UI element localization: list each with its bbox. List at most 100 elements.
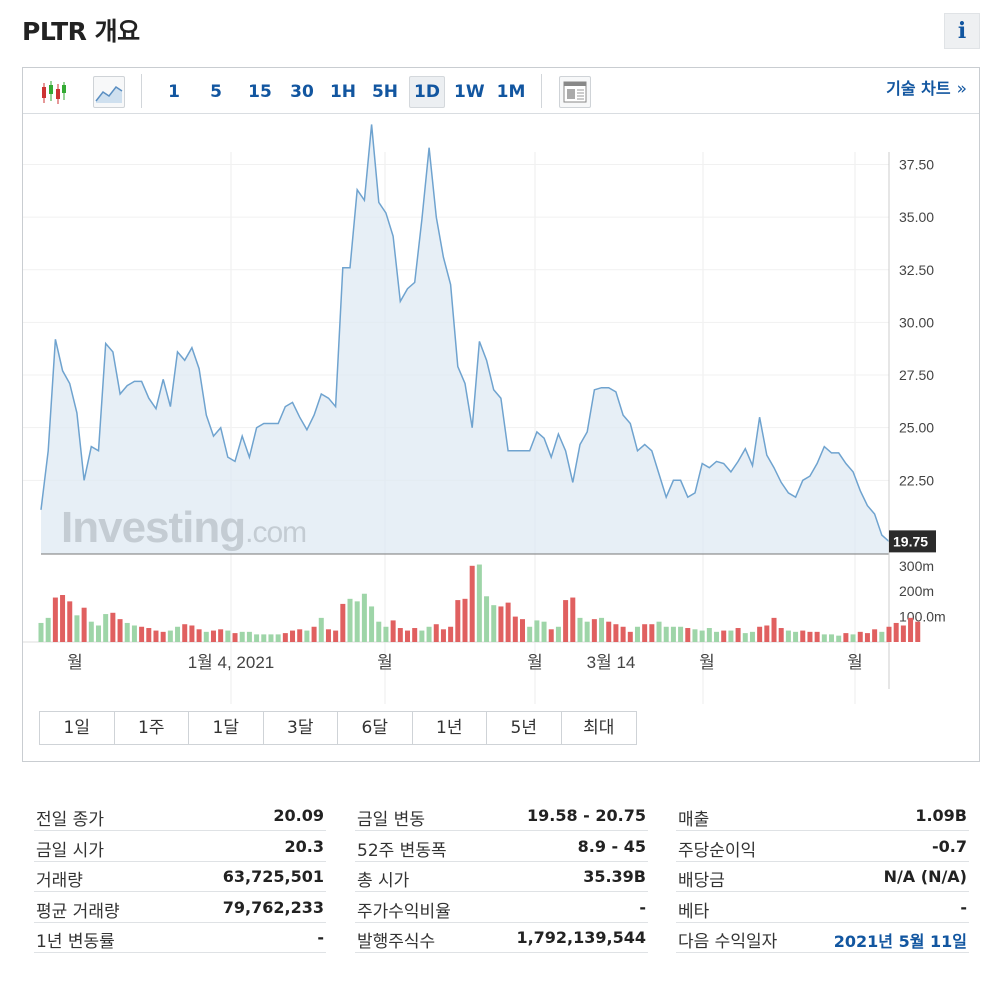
volume-bar [124, 622, 130, 642]
interval-button[interactable]: 1 [168, 82, 180, 102]
volume-bar [893, 622, 899, 642]
stat-row: 총 시가 35.39B [355, 861, 648, 892]
interval-button[interactable]: 15 [248, 82, 272, 102]
stat-label: 금일 변동 [357, 810, 425, 830]
volume-bar [361, 593, 367, 642]
area-chart-icon[interactable] [93, 76, 125, 108]
volume-bar [433, 624, 439, 642]
toolbar-divider [541, 74, 542, 108]
stat-label: 52주 변동폭 [357, 840, 447, 861]
volume-bar [347, 598, 353, 642]
volume-bar [843, 633, 849, 642]
y-tick-label: 25.00 [899, 420, 934, 436]
earnings-date-link[interactable]: 2021년 5월 11일 [833, 932, 967, 951]
volume-bar [440, 629, 446, 642]
x-axis-label: 3월 14 [587, 653, 636, 672]
volume-bar [678, 626, 684, 642]
stat-row: 주당순이익 -0.7 [676, 831, 969, 862]
volume-bar [793, 631, 799, 642]
stat-label: 발행주식수 [357, 932, 436, 952]
volume-bar [749, 631, 755, 642]
range-button[interactable]: 3달 [263, 712, 338, 744]
range-button[interactable]: 5년 [487, 712, 562, 744]
volume-bar [505, 602, 511, 642]
stat-row: 발행주식수 1,792,139,544 [355, 922, 648, 953]
volume-bar [246, 631, 252, 642]
interval-button[interactable]: 5H [371, 82, 399, 102]
stat-value: 35.39B [583, 867, 646, 886]
volume-bar [886, 626, 892, 642]
volume-bar [685, 628, 691, 642]
volume-tick-label: 200m [899, 583, 934, 599]
volume-bar [519, 619, 525, 642]
volume-bar [131, 625, 137, 642]
volume-bar [60, 595, 66, 642]
volume-bar [397, 628, 403, 642]
volume-bar [210, 630, 216, 642]
volume-bar [88, 621, 94, 642]
volume-bar [814, 631, 820, 642]
stat-label: 평균 거래량 [36, 901, 120, 922]
stat-row: 베타 - [676, 892, 969, 923]
stat-label: 다음 수익일자 [678, 932, 778, 952]
x-axis-label: 월 [847, 653, 863, 672]
layout-icon[interactable] [559, 76, 591, 108]
stat-label: 금일 시가 [36, 840, 104, 861]
range-button[interactable]: 1주 [114, 712, 189, 744]
interval-button[interactable]: 1D [409, 76, 445, 108]
volume-bar [606, 621, 612, 642]
stat-row: 1년 변동률 - [34, 922, 326, 953]
volume-bar [800, 630, 806, 642]
range-button[interactable]: 1달 [189, 712, 264, 744]
price-line [40, 124, 890, 542]
volume-bar [915, 621, 921, 642]
interval-button[interactable]: 1M [496, 82, 526, 102]
stat-value: 20.09 [273, 806, 324, 825]
volume-bar [850, 634, 856, 642]
interval-button[interactable]: 5 [210, 82, 222, 102]
stat-value: 1.09B [915, 806, 967, 825]
stat-row: 평균 거래량 79,762,233 [34, 892, 326, 923]
stat-row: 전일 종가 20.09 [34, 800, 326, 831]
volume-bar [146, 628, 152, 642]
volume-bar [462, 598, 468, 642]
technical-chart-label: 기술 차트 [886, 79, 951, 98]
stat-label: 베타 [678, 901, 710, 922]
volume-bar [412, 628, 418, 642]
stat-value: - [317, 928, 324, 947]
stat-row: 매출 1.09B [676, 800, 969, 831]
double-chevron-right-icon: » [956, 79, 967, 99]
volume-bar [491, 605, 497, 642]
volume-bar [872, 629, 878, 642]
volume-bar [117, 619, 123, 642]
y-tick-label: 35.00 [899, 209, 934, 225]
page-title: PLTR 개요 [22, 17, 140, 46]
volume-bar [448, 626, 454, 642]
volume-bar [620, 626, 626, 642]
stat-value: N/A (N/A) [883, 867, 967, 886]
price-chart[interactable]: 37.5035.0032.5030.0027.5025.0022.50Inves… [23, 114, 979, 704]
candlestick-icon[interactable] [37, 76, 69, 108]
interval-button[interactable]: 1W [454, 82, 485, 102]
volume-tick-label: 300m [899, 558, 934, 574]
volume-bar [541, 621, 547, 642]
interval-button[interactable]: 30 [290, 82, 314, 102]
volume-bar [649, 624, 655, 642]
volume-bar [290, 630, 296, 642]
volume-bar [261, 634, 267, 642]
range-button[interactable]: 1일 [40, 712, 115, 744]
volume-bar [218, 629, 224, 642]
range-button[interactable]: 6달 [338, 712, 413, 744]
interval-button[interactable]: 1H [329, 82, 357, 102]
volume-bar [275, 634, 281, 642]
volume-bar [857, 631, 863, 642]
info-icon[interactable]: i [944, 13, 980, 49]
stat-row: 다음 수익일자 2021년 5월 11일 [676, 922, 969, 953]
technical-chart-link[interactable]: 기술 차트 » [886, 78, 967, 100]
volume-bar [196, 629, 202, 642]
volume-bar [376, 621, 382, 642]
range-button[interactable]: 1년 [412, 712, 487, 744]
range-button[interactable]: 최대 [561, 712, 636, 744]
volume-bar [563, 600, 569, 642]
y-tick-label: 27.50 [899, 367, 934, 383]
